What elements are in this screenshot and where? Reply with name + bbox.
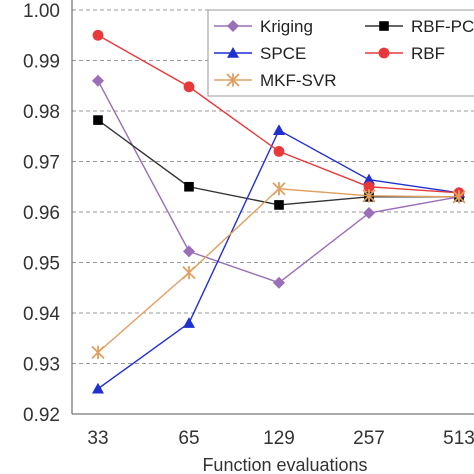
y-tick-label: 0.96 <box>23 203 60 224</box>
legend-marker <box>378 47 390 59</box>
star-marker <box>182 265 196 280</box>
diamond-marker <box>227 20 239 32</box>
legend-item: Kriging <box>214 17 313 36</box>
triangle-marker <box>183 317 195 328</box>
x-tick-label: 129 <box>263 428 295 449</box>
legend-item: MKF-SVR <box>214 71 337 90</box>
star-marker <box>362 189 376 203</box>
x-tick-label: 33 <box>87 428 108 449</box>
triangle-marker <box>273 124 285 135</box>
square-marker <box>184 181 194 192</box>
circle-marker <box>92 29 104 41</box>
legend-item: SPCE <box>214 44 306 63</box>
data-point <box>183 81 195 93</box>
data-point <box>184 181 194 192</box>
data-point <box>182 265 196 280</box>
data-point <box>93 115 103 125</box>
data-point <box>274 200 284 210</box>
circle-marker <box>378 47 390 59</box>
data-point <box>272 182 286 196</box>
y-tick-label: 0.97 <box>23 153 60 174</box>
x-axis-label: Function evaluations <box>202 455 367 474</box>
x-tick-labels: 33 65 129 257 513 <box>87 428 474 449</box>
series-line <box>97 129 460 390</box>
x-tick-label: 65 <box>178 428 199 449</box>
triangle-marker <box>227 47 239 58</box>
data-point <box>183 245 195 258</box>
legend-marker <box>227 20 239 32</box>
x-tick-label: 257 <box>353 428 385 449</box>
legend-item: RBF <box>365 44 445 63</box>
data-point <box>92 74 104 87</box>
legend-marker <box>226 73 240 87</box>
legend-label: Kriging <box>260 17 313 36</box>
triangle-marker <box>363 173 375 185</box>
circle-marker <box>273 146 285 157</box>
series-spce <box>92 124 465 394</box>
series-group <box>91 29 466 394</box>
series-rbf <box>92 29 465 199</box>
y-tick-label: 0.95 <box>23 254 60 275</box>
square-marker <box>379 21 389 31</box>
axes <box>71 0 474 415</box>
grid-lines <box>72 9 474 364</box>
star-marker <box>452 190 466 204</box>
diamond-marker <box>92 74 104 87</box>
data-point <box>183 317 195 328</box>
diamond-marker <box>363 207 375 220</box>
y-tick-label: 1.00 <box>23 1 60 22</box>
y-tick-labels: 0.92 0.93 0.94 0.95 0.96 0.97 0.98 0.99 1.00 <box>23 1 60 426</box>
square-marker <box>274 200 284 210</box>
star-marker <box>226 73 240 87</box>
x-tick-label: 513 <box>443 428 474 449</box>
data-point <box>362 189 376 203</box>
circle-marker <box>183 81 195 93</box>
triangle-marker <box>92 382 104 394</box>
legend: Kriging RBF-PC SPCE RBF MKF-SVR <box>207 9 474 97</box>
data-point <box>273 124 285 135</box>
legend-box <box>207 9 474 97</box>
y-tick-label: 0.93 <box>23 355 60 376</box>
legend-label: MKF-SVR <box>260 71 337 90</box>
square-marker <box>93 115 103 125</box>
series-mkf-svr <box>91 182 466 360</box>
data-point <box>363 173 375 185</box>
y-tick-label: 0.99 <box>23 52 60 73</box>
diamond-marker <box>273 276 285 289</box>
star-marker <box>91 345 105 360</box>
legend-item: RBF-PC <box>365 17 474 36</box>
data-point <box>273 276 285 289</box>
data-point <box>92 382 104 394</box>
legend-label: RBF <box>411 44 445 63</box>
series-kriging <box>92 74 465 289</box>
data-point <box>92 29 104 41</box>
y-tick-label: 0.92 <box>23 405 60 426</box>
data-point <box>452 190 466 204</box>
diamond-marker <box>183 245 195 258</box>
series-line <box>97 188 460 353</box>
y-tick-label: 0.94 <box>23 304 60 325</box>
data-point <box>363 207 375 220</box>
legend-label: RBF-PC <box>411 17 474 36</box>
y-tick-label: 0.98 <box>23 102 60 123</box>
data-point <box>91 345 105 360</box>
legend-label: SPCE <box>260 44 306 63</box>
star-marker <box>272 182 286 196</box>
circle-marker <box>363 181 375 193</box>
data-point <box>273 146 285 157</box>
data-point <box>363 181 375 193</box>
legend-marker <box>379 21 389 31</box>
legend-marker <box>227 47 239 58</box>
